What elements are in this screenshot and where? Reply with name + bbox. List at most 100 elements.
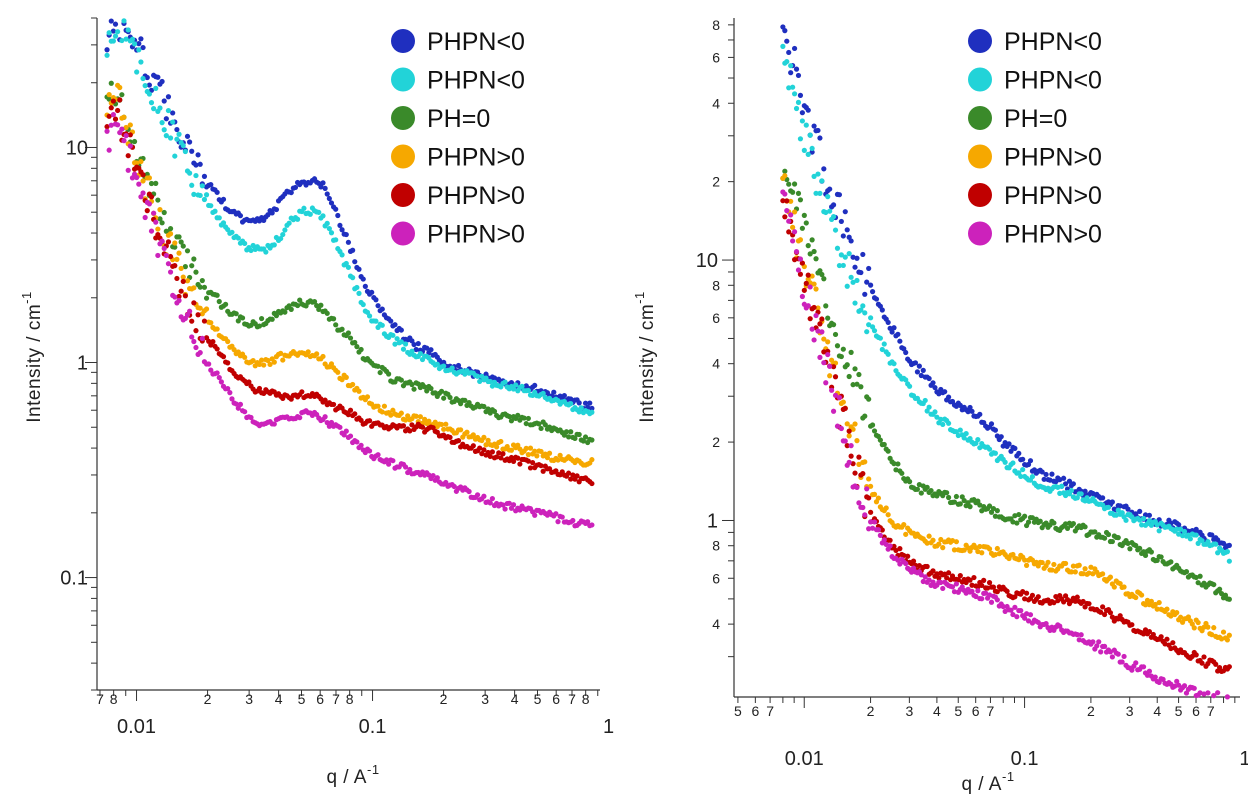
data-point [1213,661,1219,667]
legend-label: PHPN>0 [1004,182,1102,210]
data-point [121,138,127,144]
data-point [1096,639,1102,645]
x-tick-label: 4 [1153,703,1161,719]
data-point [961,435,967,441]
data-point [868,509,874,515]
data-point [953,429,960,435]
data-point [897,561,903,567]
data-point [891,543,897,549]
data-point [104,124,110,130]
data-point [424,345,430,351]
data-point [1088,564,1094,570]
data-point [782,214,788,220]
data-point [375,403,381,409]
data-point [858,269,864,276]
data-point [180,142,186,149]
data-point [206,361,212,367]
data-point [793,105,800,112]
data-point [483,442,489,448]
data-point [447,394,453,401]
data-point [580,438,587,444]
data-point [191,300,197,306]
data-point [343,374,349,380]
data-point [134,160,140,166]
data-point [347,433,354,439]
y-major-tick-label: 1 [77,353,88,375]
data-point [216,215,222,221]
data-point [163,133,169,139]
data-point [940,585,946,592]
data-point [333,322,339,328]
data-point [237,401,244,407]
data-point [104,52,110,58]
data-point [191,285,197,291]
data-point [187,170,193,176]
data-point [799,118,805,124]
data-point [875,495,882,501]
data-point [797,256,804,262]
data-point [877,335,883,341]
data-point [159,238,165,244]
data-point [848,453,854,459]
data-point [817,268,823,274]
data-point [842,254,848,260]
data-point [879,307,885,313]
data-point [159,220,165,226]
data-point [979,550,985,556]
data-point [926,404,932,410]
data-point [1139,522,1145,528]
data-point [500,451,506,457]
data-point [256,323,263,329]
data-point [178,288,184,294]
data-point [517,507,523,513]
data-point [225,385,231,392]
legend-label: PHPN>0 [1004,144,1102,172]
data-point [811,248,817,255]
data-point [366,448,373,454]
data-point [1226,596,1232,602]
data-point [316,209,322,215]
data-point [345,330,352,336]
data-point [390,458,396,464]
data-point [852,366,858,372]
data-point [481,493,487,499]
data-point [199,183,205,189]
data-point [838,252,844,258]
data-point [786,229,792,235]
data-point [330,401,337,408]
data-point [875,527,882,533]
data-point [1070,481,1076,487]
series-4 [780,173,1232,643]
data-point [901,522,907,528]
data-point [969,588,975,594]
data-point [877,532,883,538]
data-point [417,414,423,420]
data-point [1064,597,1071,603]
legend-marker [391,106,415,130]
data-point [846,251,852,257]
data-point [951,499,958,505]
data-point [813,312,819,319]
data-point [574,473,580,479]
data-point [891,361,897,367]
data-point [155,197,161,203]
data-point [897,546,903,552]
data-point [485,449,491,456]
data-point [1051,520,1057,526]
data-point [214,370,220,376]
data-point [832,392,839,398]
data-point [994,597,1000,603]
data-point [193,328,199,334]
data-point [885,448,891,454]
data-point [199,335,205,342]
data-point [866,396,872,402]
data-point [799,225,805,231]
data-point [1140,515,1147,522]
data-point [1115,535,1121,541]
data-point [815,127,821,134]
data-point [1156,528,1162,534]
series-2 [780,43,1232,564]
data-point [1119,510,1125,516]
data-point [115,107,121,114]
data-point [589,409,595,415]
